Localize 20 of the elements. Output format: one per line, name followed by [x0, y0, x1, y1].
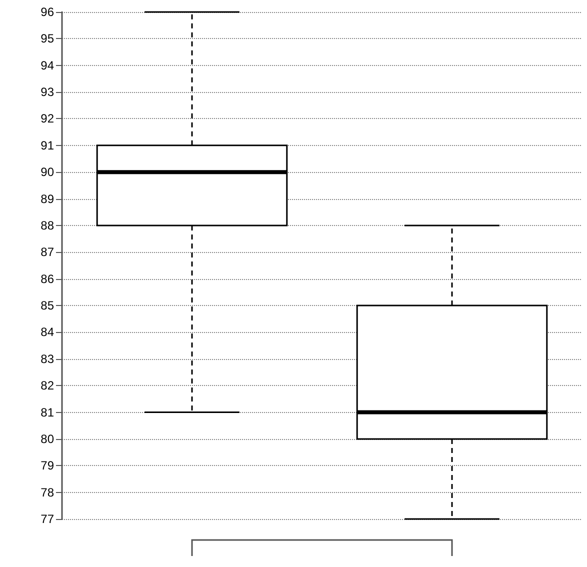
- y-tick-label: 89: [40, 192, 54, 206]
- y-tick-label: 95: [40, 32, 54, 46]
- y-tick-label: 77: [40, 512, 54, 526]
- y-tick-label: 80: [40, 432, 54, 446]
- y-tick-label: 85: [40, 298, 54, 313]
- y-tick-label: 78: [40, 485, 54, 500]
- y-tick-label: 90: [40, 165, 54, 180]
- y-tick-label: 82: [40, 378, 54, 393]
- y-tick-label: 93: [40, 85, 54, 100]
- y-tick-label: 94: [40, 58, 54, 72]
- y-tick-label: 86: [40, 272, 54, 286]
- y-tick-label: 91: [40, 138, 54, 152]
- y-tick-label: 92: [40, 112, 54, 126]
- y-tick-label: 96: [40, 5, 54, 19]
- y-tick-label: 83: [40, 352, 54, 366]
- y-tick-label: 84: [40, 325, 54, 340]
- y-tick-label: 79: [40, 458, 54, 473]
- y-tick-label: 87: [40, 245, 54, 260]
- y-tick-label: 88: [40, 218, 54, 232]
- y-tick-label: 81: [40, 405, 54, 420]
